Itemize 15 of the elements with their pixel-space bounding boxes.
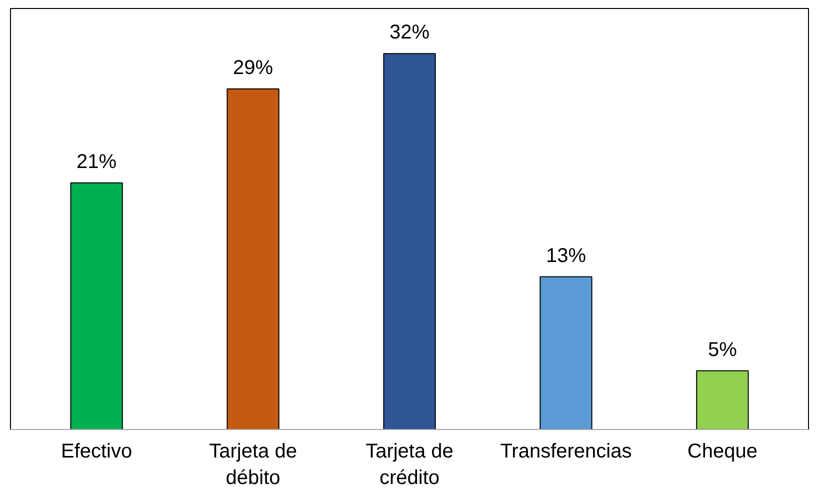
bar [226, 88, 280, 430]
data-label: 32% [389, 22, 430, 44]
x-tick-label: Tarjeta de débito [209, 440, 297, 489]
bar [383, 53, 436, 430]
data-label: 5% [708, 338, 738, 361]
bar [70, 182, 123, 430]
x-tick-label: Transferencias [500, 440, 632, 462]
x-tick-label: Tarjeta de crédito [366, 440, 454, 489]
bar [540, 276, 592, 430]
x-tick-label: Efectivo [60, 440, 132, 462]
data-label: 29% [233, 56, 274, 79]
x-tick-label: Cheque [687, 440, 758, 462]
data-label: 13% [546, 244, 586, 267]
bar [696, 370, 749, 430]
data-label: 21% [76, 150, 117, 173]
